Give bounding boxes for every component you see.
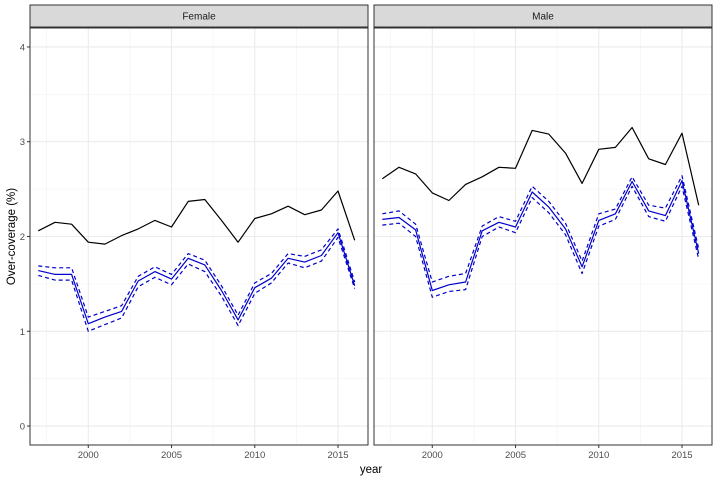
- blue-solid-series-line: [382, 180, 700, 292]
- x-tick-label: 2005: [161, 450, 182, 461]
- blue-dashed-series-line: [382, 185, 700, 298]
- x-tick-label: 2005: [505, 450, 526, 461]
- panel-border: [373, 27, 713, 446]
- blue-solid-series-line: [38, 232, 356, 325]
- y-tick-label: 4: [20, 42, 25, 53]
- facet-strip: [29, 4, 369, 28]
- facet-panel-male: Male 2000 2005 2010 2015: [373, 4, 713, 461]
- blue-dashed-series-line: [38, 228, 356, 318]
- x-tick-label: 2015: [671, 450, 692, 461]
- blue-dashed-series-line: [38, 236, 356, 332]
- facet-strip-label: Male: [532, 12, 554, 23]
- x-tick-label: 2015: [327, 450, 348, 461]
- y-tick-label: 2: [20, 232, 25, 243]
- black-solid-series-line: [38, 190, 356, 245]
- y-tick-label: 1: [20, 327, 25, 338]
- blue-dashed-series-line: [382, 175, 700, 283]
- x-axis-title: year: [360, 464, 383, 476]
- x-tick-label: 2010: [244, 450, 265, 461]
- y-tick-label: 3: [20, 137, 25, 148]
- black-solid-series-line: [381, 126, 700, 206]
- y-axis-title: Over-coverage (%): [6, 188, 18, 285]
- facet-strip-label: Female: [182, 12, 216, 23]
- x-tick-label: 2000: [78, 450, 99, 461]
- y-tick-label: 0: [20, 422, 25, 433]
- facet-strip: [373, 4, 713, 28]
- x-tick-label: 2000: [422, 450, 443, 461]
- x-tick-label: 2010: [588, 450, 609, 461]
- facet-panel-female: Female 2000 2005 2010 2015: [29, 4, 369, 461]
